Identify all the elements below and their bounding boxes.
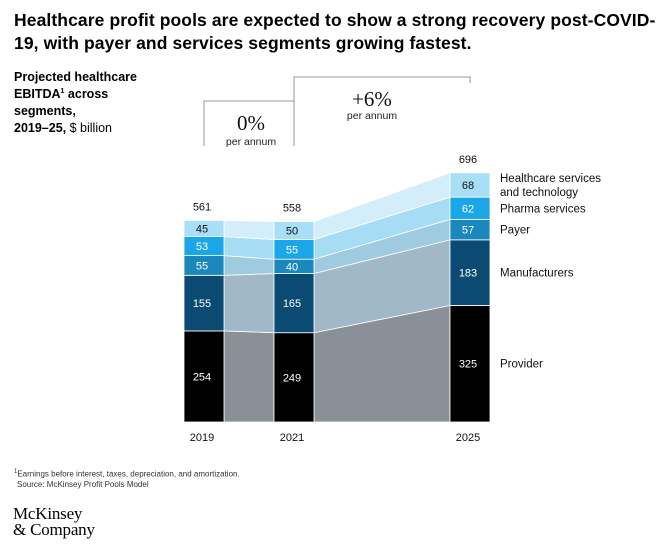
source-note: Source: McKinsey Profit Pools Model bbox=[17, 480, 149, 489]
data-label-healthcare-services-and-technology-2021: 50 bbox=[286, 226, 298, 238]
x-tick-label-2021: 2021 bbox=[280, 432, 304, 444]
x-tick-label-2025: 2025 bbox=[456, 432, 480, 444]
bar-segment-provider-2025 bbox=[449, 305, 491, 423]
data-label-payer-2019: 55 bbox=[196, 260, 208, 272]
data-label-manufacturers-2019: 155 bbox=[193, 298, 211, 310]
bar-segment-provider-2021 bbox=[273, 332, 315, 423]
bar-segment-manufacturers-2021 bbox=[273, 273, 315, 334]
data-label-pharma-services-2019: 53 bbox=[196, 241, 208, 253]
legend-payer: Payer bbox=[500, 225, 530, 237]
subtitle-line-1: Projected healthcare bbox=[14, 70, 137, 84]
data-label-payer-2025: 57 bbox=[462, 225, 474, 237]
legend-healthcare-services-and-technology: Healthcare services and technology bbox=[500, 173, 601, 199]
total-label-2019: 561 bbox=[193, 201, 211, 213]
growth-bracket-2021-2025 bbox=[293, 76, 471, 101]
subtitle-unit: $ billion bbox=[66, 121, 113, 135]
growth-label-2021-2025: per annum bbox=[347, 110, 397, 122]
data-label-manufacturers-2021: 165 bbox=[283, 298, 301, 310]
bar-segment-provider-2019 bbox=[183, 330, 225, 423]
data-label-healthcare-services-and-technology-2019: 45 bbox=[196, 224, 208, 236]
data-label-healthcare-services-and-technology-2025: 68 bbox=[462, 180, 474, 192]
data-label-manufacturers-2025: 183 bbox=[459, 268, 477, 280]
legend-pharma-services: Pharma services bbox=[500, 203, 586, 215]
subtitle-line-2: EBITDA1 across bbox=[14, 87, 109, 101]
legend-manufacturers: Manufacturers bbox=[500, 268, 574, 280]
subtitle-line-3: segments, bbox=[14, 104, 76, 118]
bar-segment-healthcare-services-and-technology-2019 bbox=[183, 220, 225, 238]
band-pharma-services-2019-2021 bbox=[223, 236, 275, 260]
data-label-pharma-services-2025: 62 bbox=[462, 203, 474, 215]
data-label-pharma-services-2021: 55 bbox=[286, 244, 298, 256]
subtitle-years: 2019–25, bbox=[14, 121, 67, 135]
data-label-provider-2019: 254 bbox=[193, 371, 211, 383]
bar-segment-healthcare-services-and-technology-2021 bbox=[273, 221, 315, 240]
x-tick-label-2019: 2019 bbox=[190, 432, 214, 444]
growth-bracket-2019-2021 bbox=[203, 100, 295, 146]
total-label-2021: 558 bbox=[283, 203, 301, 215]
data-label-provider-2021: 249 bbox=[283, 372, 301, 384]
chart-subtitle: Projected healthcare EBITDA1 across segm… bbox=[14, 69, 184, 137]
data-label-provider-2025: 325 bbox=[459, 359, 477, 371]
total-label-2025: 696 bbox=[459, 154, 477, 166]
mckinsey-logo: McKinsey & Company bbox=[13, 504, 95, 539]
chart-title: Healthcare profit pools are expected to … bbox=[14, 10, 656, 53]
footnote-marker: 1 bbox=[60, 87, 65, 95]
growth-value-2021-2025: +6% bbox=[352, 87, 392, 111]
growth-label-2019-2021: per annum bbox=[226, 136, 276, 148]
footnote: 1Earnings before interest, taxes, deprec… bbox=[14, 469, 240, 479]
band-manufacturers-2019-2021 bbox=[223, 273, 275, 334]
bar-segment-manufacturers-2025 bbox=[449, 239, 491, 306]
bar-segment-manufacturers-2019 bbox=[183, 274, 225, 332]
growth-value-2019-2021: 0% bbox=[237, 111, 265, 135]
data-label-payer-2021: 40 bbox=[286, 261, 298, 273]
legend-provider: Provider bbox=[500, 359, 543, 371]
band-provider-2019-2021 bbox=[223, 330, 275, 423]
bar-segment-healthcare-services-and-technology-2025 bbox=[449, 172, 491, 198]
band-healthcare-services-and-technology-2019-2021 bbox=[223, 220, 275, 240]
